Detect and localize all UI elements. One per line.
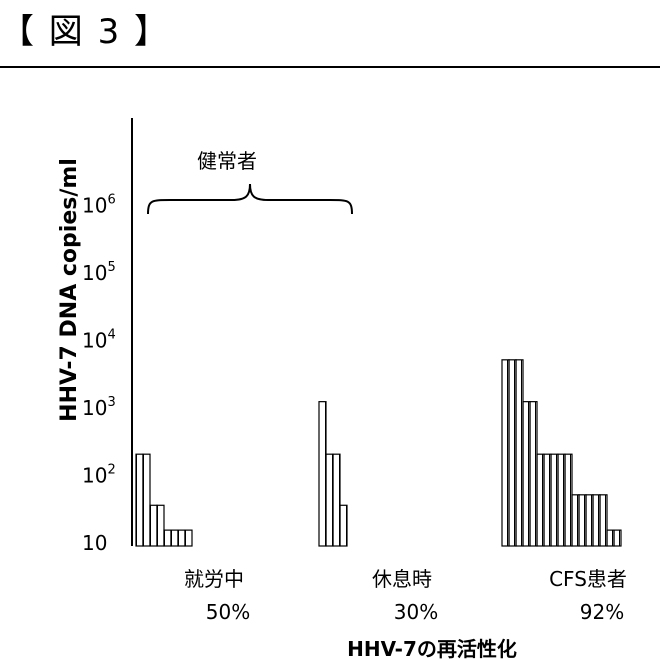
- group-percent: 50%: [206, 600, 250, 624]
- bracket-label: 健常者: [197, 149, 257, 173]
- bar: [607, 530, 614, 546]
- bar: [614, 530, 621, 546]
- bar: [516, 360, 523, 546]
- bar: [593, 495, 600, 546]
- bar: [586, 495, 593, 546]
- y-tick-base: 10: [82, 261, 107, 285]
- bar: [509, 360, 516, 546]
- bar: [565, 454, 572, 546]
- y-tick-label: 10: [82, 531, 107, 555]
- bar: [185, 530, 192, 546]
- y-axis-title: HHV-7 DNA copies/ml: [57, 158, 82, 422]
- bar: [326, 454, 333, 546]
- bar: [333, 454, 340, 546]
- bar: [551, 454, 558, 546]
- y-tick-exponent: 4: [107, 328, 115, 343]
- y-tick-base: 10: [82, 464, 107, 488]
- group-percent: 30%: [394, 600, 438, 624]
- bar: [572, 495, 579, 546]
- y-tick-base: 10: [82, 329, 107, 353]
- bar: [537, 454, 544, 546]
- group-label: 休息時: [372, 567, 432, 591]
- bar: [171, 530, 178, 546]
- healthy-bracket: [148, 184, 352, 214]
- y-tick-exponent: 6: [107, 193, 115, 208]
- y-tick-label: 104: [82, 328, 116, 353]
- y-tick-label: 106: [82, 193, 116, 218]
- y-tick-exponent: 5: [107, 260, 115, 275]
- bar: [523, 402, 530, 546]
- bar: [150, 505, 157, 546]
- bar: [164, 530, 171, 546]
- bar: [544, 454, 551, 546]
- y-tick-exponent: 3: [107, 395, 115, 410]
- bar: [558, 454, 565, 546]
- bar: [600, 495, 607, 546]
- y-tick-label: 103: [82, 395, 116, 420]
- y-tick-exponent: 2: [107, 463, 115, 478]
- y-tick-base: 10: [82, 531, 107, 555]
- bar: [178, 530, 185, 546]
- y-tick-label: 102: [82, 463, 116, 488]
- y-tick-base: 10: [82, 194, 107, 218]
- y-tick-base: 10: [82, 396, 107, 420]
- bar: [340, 505, 347, 546]
- bar: [530, 402, 537, 546]
- group-label: CFS患者: [549, 567, 627, 591]
- group-label: 就労中: [184, 567, 244, 591]
- bar: [157, 505, 164, 546]
- x-axis-title: HHV-7の再活性化: [347, 637, 517, 660]
- y-tick-label: 105: [82, 260, 116, 285]
- bar: [502, 360, 509, 546]
- group-percent: 92%: [580, 600, 624, 624]
- bar: [143, 454, 150, 546]
- bar: [579, 495, 586, 546]
- bar: [319, 402, 326, 546]
- bar: [136, 454, 143, 546]
